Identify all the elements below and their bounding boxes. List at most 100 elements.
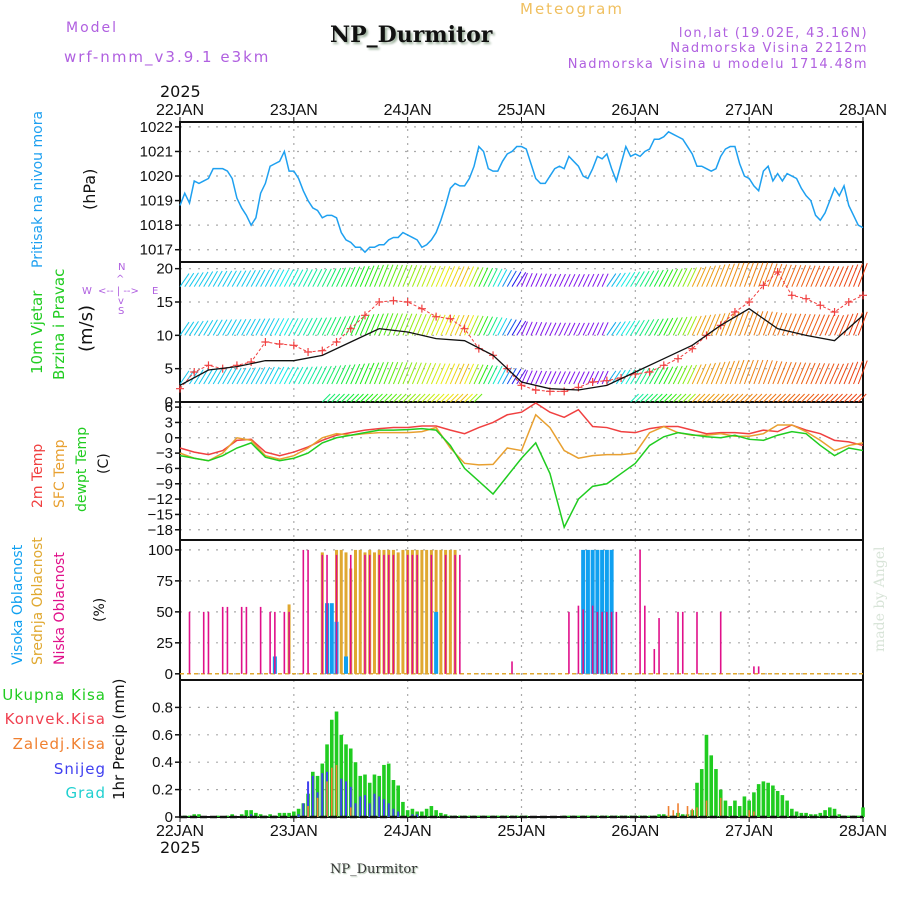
wind-barb [426,314,437,336]
total-precip-bar [567,815,571,817]
mid-cloud-bar [396,552,400,674]
wind-barb [274,318,285,336]
wind-barb [568,371,576,385]
wind-barb [222,367,233,385]
wind-barb [587,322,595,336]
low-cloud-bar [757,666,760,674]
total-precip-bar [258,814,263,817]
wind-barb [753,393,763,403]
low-cloud-bar [610,611,613,674]
y-tick-label: −3 [156,445,173,462]
wind-barb [748,262,759,287]
low-cloud-bar [596,611,599,674]
wind-barb [744,393,753,403]
x-tick-top: 22JAN [156,102,204,119]
wind-barb [374,393,383,403]
wind-barb [302,269,313,287]
wind-barb [834,363,844,385]
wind-gust-marker [289,341,298,350]
snow-bar [321,773,324,817]
wind-barb [691,267,702,287]
wind-barb [492,365,503,385]
low-cloud-bar [288,611,290,674]
wind-barb [245,318,256,336]
wind-barb [236,270,247,287]
snow-bar [345,781,348,817]
low-cloud-bar [349,554,352,674]
total-precip-bar [661,814,666,817]
wind-gust-marker [787,291,796,300]
freezing-rain-bar [686,806,689,817]
wind-barb [715,393,725,403]
wind-barb [369,393,379,403]
wind-barb [753,359,764,385]
wind-barb [388,361,399,385]
wind-barb [236,367,247,385]
wind-barb [203,368,214,385]
wind-barb [478,267,489,287]
total-precip-bar [197,814,201,817]
y-tick-label: 1019 [140,193,173,210]
wind-barb [734,359,745,385]
total-precip-bar [747,800,751,817]
wind-gust-marker [389,296,398,305]
low-cloud-bar [681,611,684,674]
wind-barb [743,311,754,336]
wind-barb [298,317,309,336]
total-precip-bar [477,815,481,817]
low-cloud-bar [615,611,618,674]
low-cloud-bar [207,611,210,674]
wind-barb [687,316,697,336]
wind-barb [857,393,867,403]
wind-barb [236,319,247,336]
wind-barb [369,362,380,385]
x-tick-top: 28JAN [839,102,887,119]
wind-barb [321,365,332,385]
wind-barb [758,359,769,385]
wind-gust-marker [417,304,426,313]
wind-barb [710,313,721,336]
low-cloud-bar [383,554,385,674]
wind-barb [179,273,190,287]
wind-barb [525,272,533,287]
low-cloud-bar [326,554,328,674]
total-precip-bar [799,812,804,817]
wind-barb [487,365,498,385]
wind-barb [397,264,408,287]
wind-barb [255,367,266,385]
total-precip-bar [443,814,448,817]
wind-barb [568,322,576,336]
wind-barb [611,321,622,336]
low-cloud-bar [606,611,608,674]
wind-barb [359,265,370,287]
wind-barb [283,269,294,287]
wind-barb [260,366,271,385]
wind-barb [663,317,674,336]
wind-barb [763,393,772,403]
wind-barb [459,266,470,287]
wind-barb [411,265,422,287]
wind-barb [473,393,483,403]
wind-barb [184,321,195,336]
wind-gust-marker [275,340,284,348]
wind-barb [473,364,484,385]
wind-barb [416,265,427,287]
wind-barb [706,393,715,403]
low-cloud-bar [677,611,679,674]
wind-barb [658,366,669,385]
snow-bar [411,814,414,817]
wind-barb [829,266,840,287]
total-precip-bar [846,815,851,817]
wind-gust-marker [432,312,441,321]
wind-barb [819,314,830,336]
total-precip-bar [287,812,291,817]
low-cloud-bar [221,606,224,674]
wind-barb [777,361,788,385]
wind-barb [668,268,678,287]
wind-barb [516,369,527,385]
wind-barb [824,393,834,403]
snow-bar [378,796,381,817]
wind-barb [440,363,451,385]
wind-barb [288,318,299,336]
snow-bar [397,811,400,817]
